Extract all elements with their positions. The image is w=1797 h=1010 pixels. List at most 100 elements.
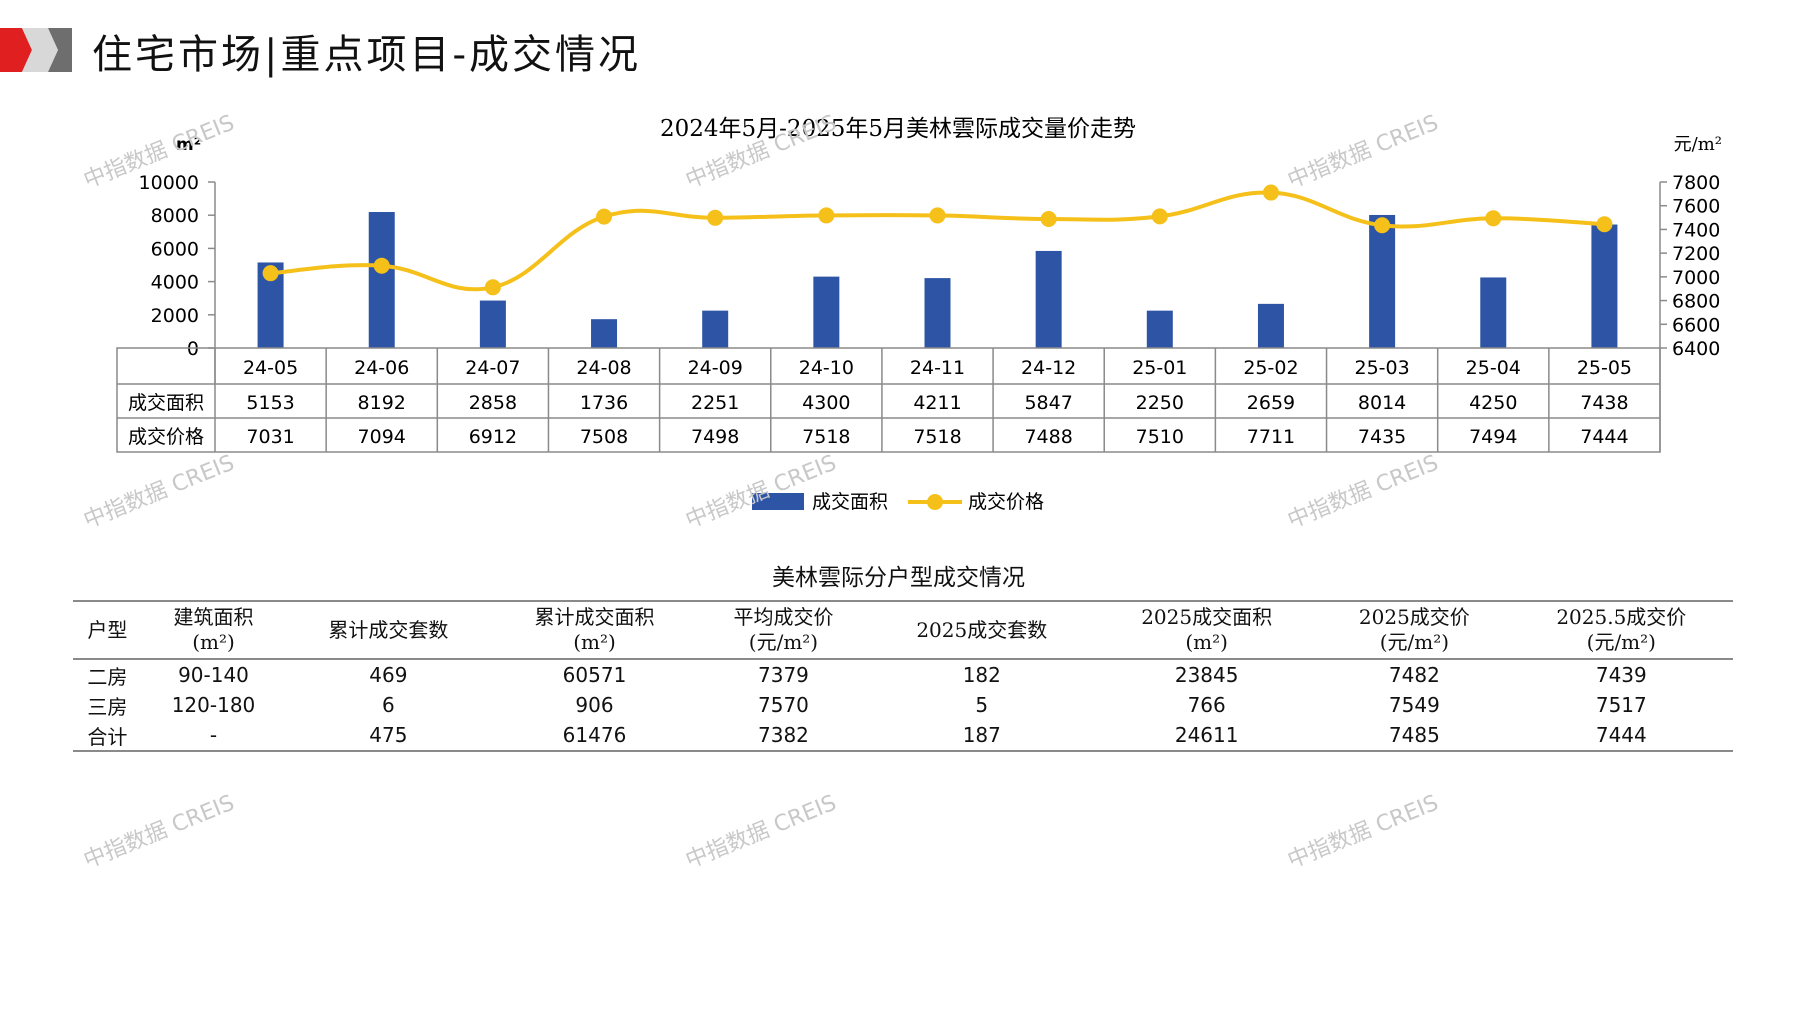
price-point-24-07 — [484, 279, 501, 296]
table-cell: 7444 — [1509, 720, 1733, 752]
right-tick-label: 7200 — [1672, 243, 1720, 265]
bar-25-02 — [1257, 303, 1284, 348]
column-header-text: 2025成交套数 — [916, 617, 1048, 642]
category-label: 25-03 — [1355, 357, 1410, 379]
bar-25-05 — [1591, 224, 1618, 348]
category-label: 24-09 — [688, 357, 743, 379]
price-value-label: 7031 — [246, 426, 294, 448]
price-value-label: 7518 — [802, 426, 850, 448]
left-axis-unit: m² — [176, 135, 201, 155]
price-point-25-03 — [1374, 217, 1391, 234]
category-label: 24-06 — [354, 357, 409, 379]
category-label: 25-04 — [1466, 357, 1521, 379]
price-value-label: 7508 — [580, 426, 628, 448]
area-value-label: 2858 — [469, 392, 517, 414]
watermark-text: 中指数据 CREIS — [682, 790, 840, 874]
category-label: 24-10 — [799, 357, 854, 379]
bar-24-08 — [591, 319, 618, 348]
area-value-label: 4300 — [802, 392, 850, 414]
table-cell: 24611 — [1094, 720, 1320, 752]
bar-25-01 — [1146, 310, 1173, 348]
column-header-text: (m²) — [192, 630, 235, 654]
area-value-label: 1736 — [580, 392, 628, 414]
column-header-text: 2025.5成交价 — [1556, 605, 1687, 629]
column-header-text: 累计成交面积 — [534, 605, 655, 629]
area-value-label: 2659 — [1247, 392, 1295, 414]
table-cell: 7382 — [697, 720, 870, 752]
right-tick-label: 7600 — [1672, 196, 1720, 218]
table-cell: 90-140 — [178, 663, 249, 687]
area-value-label: 5153 — [246, 392, 294, 414]
price-value-label: 7444 — [1580, 426, 1628, 448]
price-value-label: 7488 — [1024, 426, 1072, 448]
data-table-frame — [116, 347, 1661, 453]
category-label: 25-01 — [1132, 357, 1187, 379]
category-label: 24-11 — [910, 357, 965, 379]
area-value-label: 2251 — [691, 392, 739, 414]
price-value-label: 7518 — [913, 426, 961, 448]
right-tick-label: 7800 — [1672, 172, 1720, 194]
table-cell: 23845 — [1174, 663, 1239, 687]
area-value-label: 7438 — [1580, 392, 1628, 414]
price-point-24-11 — [929, 207, 946, 224]
page-title: 住宅市场|重点项目-成交情况 — [92, 32, 641, 78]
price-point-25-04 — [1485, 210, 1502, 227]
price-point-24-06 — [373, 257, 390, 274]
category-label: 24-05 — [243, 357, 298, 379]
area-value-label: 4250 — [1469, 392, 1517, 414]
row-label-price: 成交价格 — [128, 426, 204, 448]
price-point-25-02 — [1262, 184, 1279, 201]
column-header: 2025.5成交价 (元/m²) — [1509, 600, 1733, 660]
watermark-text: 中指数据 CREIS — [80, 790, 238, 874]
legend-line-marker — [927, 494, 943, 510]
volume-price-chart: 2024年5月-2025年5月美林雲际成交量价走势 m² 元/m² 0 2000 4000… — [116, 116, 1722, 513]
table-cell: 7549 — [1388, 693, 1440, 717]
left-tick-label: 8000 — [151, 205, 199, 227]
table-row: 合计 -475 61476 7382 187 24611 7485 7444 — [73, 720, 1733, 752]
left-tick-label: 4000 — [151, 272, 199, 294]
bar-24-07 — [479, 300, 506, 348]
table-cell: - — [141, 720, 286, 752]
column-header-text: (元/m²) — [1379, 630, 1450, 654]
unit-type-table-title: 美林雲际分户型成交情况 — [772, 565, 1025, 591]
bar-24-10 — [813, 276, 840, 348]
category-label: 24-07 — [465, 357, 520, 379]
area-value-label: 5847 — [1024, 392, 1072, 414]
table-cell: 6 — [381, 693, 395, 717]
column-header-text: 2025成交价 — [1358, 605, 1470, 629]
right-tick-label: 7000 — [1672, 267, 1720, 289]
price-value-label: 6912 — [469, 426, 517, 448]
column-header-text: 建筑面积 — [173, 605, 254, 629]
price-point-24-09 — [707, 209, 724, 226]
column-header-text: (元/m²) — [1586, 630, 1656, 654]
column-header: 2025成交面积 (m²) — [1094, 600, 1320, 660]
legend-bar-swatch — [752, 493, 804, 510]
price-point-24-08 — [596, 208, 613, 225]
column-header-text: (元/m²) — [748, 630, 819, 654]
column-header-text: 累计成交套数 — [328, 617, 449, 642]
category-label: 24-12 — [1021, 357, 1076, 379]
table-cell: 766 — [1187, 693, 1226, 717]
area-value-label: 8192 — [358, 392, 406, 414]
bar-24-12 — [1035, 250, 1062, 348]
column-header-text: (m²) — [1185, 630, 1228, 654]
column-header: 累计成交面积 (m²) — [491, 600, 698, 660]
table-cell: 7517 — [1595, 693, 1647, 717]
price-point-24-10 — [818, 207, 835, 224]
row-label-area: 成交面积 — [128, 392, 204, 414]
table-header-row: 户型 建筑面积 (m²) 累计成交套数 累计成交面积 (m²) 平均成交价 (元/m²) 202… — [73, 600, 1733, 660]
left-tick-label: 6000 — [151, 238, 199, 260]
table-cell: 7379 — [758, 663, 809, 687]
right-tick-label: 6600 — [1672, 314, 1720, 336]
legend-bar-label: 成交面积 — [812, 491, 888, 513]
left-tick-label: 0 — [187, 338, 199, 360]
table-cell: 60571 — [562, 663, 627, 687]
chart-title: 2024年5月-2025年5月美林雲际成交量价走势 — [660, 116, 1136, 142]
table-cell: 5 — [975, 693, 989, 717]
table-cell: 7485 — [1319, 720, 1510, 752]
bar-24-09 — [702, 310, 729, 348]
right-axis-unit: 元/m² — [1674, 134, 1722, 155]
price-value-label: 7498 — [691, 426, 739, 448]
category-label: 25-02 — [1243, 357, 1298, 379]
price-point-25-01 — [1151, 208, 1168, 225]
